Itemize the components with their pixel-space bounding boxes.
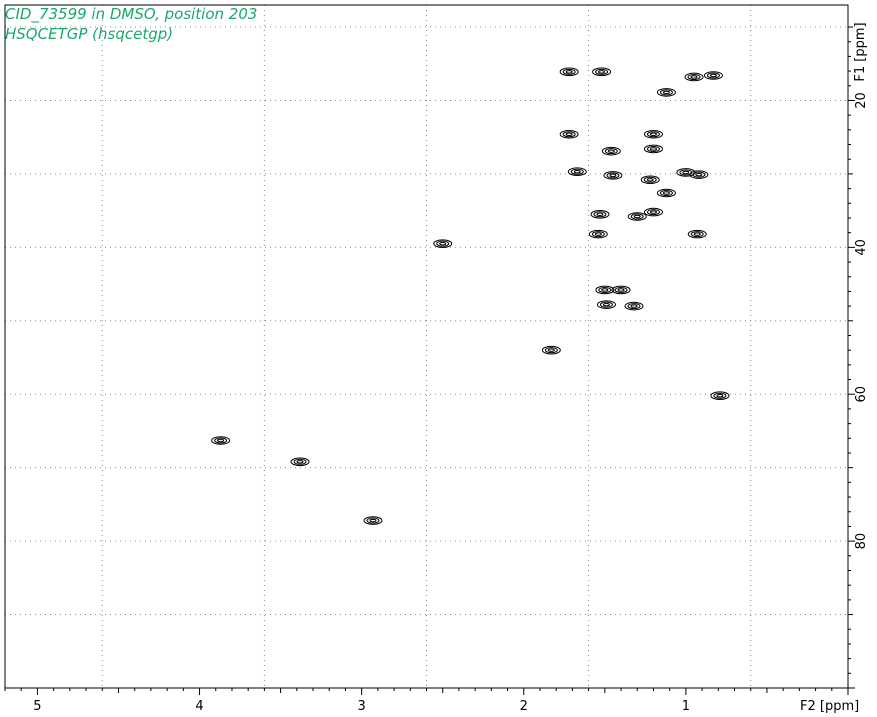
x-tick-label: 4 <box>195 699 203 714</box>
y-axis-label: F1 [ppm] <box>853 22 868 81</box>
contour-peak <box>611 285 631 295</box>
contour-peak <box>689 170 709 179</box>
contour-peak <box>656 188 676 198</box>
grid-lines <box>5 5 848 688</box>
contour-peak <box>624 301 644 311</box>
contour-peak <box>601 146 621 156</box>
contour-peak <box>592 67 612 77</box>
contour-peaks <box>211 67 730 525</box>
x-axis-label: F2 [ppm] <box>800 699 859 714</box>
contour-peak <box>643 144 663 154</box>
contour-peak <box>643 129 663 139</box>
contour-peak <box>559 129 579 139</box>
spectrum-title: CID_73599 in DMSO, position 203 <box>5 5 258 23</box>
x-tick-label: 2 <box>520 699 528 714</box>
contour-peak <box>710 391 730 401</box>
contour-peak <box>363 516 383 525</box>
y-tick-label: 80 <box>854 533 869 550</box>
contour-peak <box>590 210 610 219</box>
contour-peak <box>627 212 647 221</box>
contour-peak <box>290 457 310 467</box>
y-tick-label: 40 <box>854 239 869 256</box>
y-tick-label: 60 <box>854 386 869 403</box>
contour-peak <box>656 88 676 97</box>
contour-peak <box>596 300 616 309</box>
y-tick-label: 20 <box>854 92 869 109</box>
contour-peak <box>567 167 587 177</box>
contour-peak <box>640 175 660 185</box>
contour-peak <box>433 239 453 248</box>
x-axis: 5 4 3 2 1 <box>4 688 849 714</box>
contour-peak <box>703 71 723 80</box>
contour-peak <box>684 72 704 82</box>
x-tick-label: 1 <box>682 699 690 714</box>
y-axis: 20 40 60 80 <box>848 26 869 689</box>
contour-peak <box>643 207 663 217</box>
contour-peak <box>603 171 623 180</box>
x-tick-label: 3 <box>358 699 366 714</box>
pulse-program-label: HSQCETGP (hsqcetgp) <box>5 25 174 43</box>
contour-peak <box>541 345 561 355</box>
contour-peak <box>559 67 579 77</box>
contour-peak <box>211 436 231 445</box>
contour-peak <box>687 229 707 239</box>
contour-peak <box>588 229 608 239</box>
contour-peak <box>595 285 615 295</box>
x-tick-label: 5 <box>33 699 41 714</box>
